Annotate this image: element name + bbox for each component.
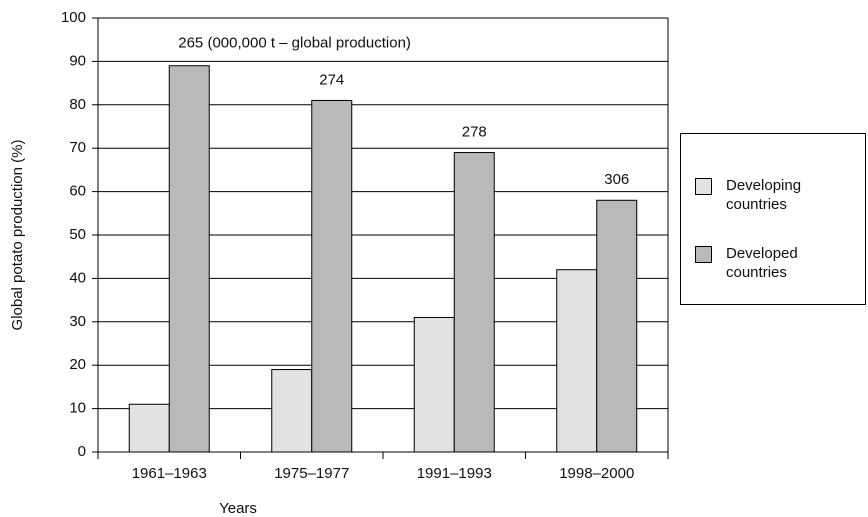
bar bbox=[128, 403, 170, 453]
y-tick-label: 30 bbox=[69, 313, 86, 330]
bar bbox=[413, 316, 455, 453]
bar bbox=[596, 199, 638, 453]
legend-label: Developing countries bbox=[726, 177, 802, 213]
annotation: 265 (000,000 t – global production) bbox=[178, 35, 411, 52]
y-tick-label: 70 bbox=[69, 139, 86, 156]
y-tick-label: 20 bbox=[69, 356, 86, 373]
legend-swatch bbox=[695, 246, 712, 263]
x-tick-label: 1991–1993 bbox=[417, 465, 492, 482]
legend-swatch bbox=[695, 178, 712, 195]
y-tick-label: 10 bbox=[69, 400, 86, 417]
y-tick-label: 60 bbox=[69, 183, 86, 200]
annotation: 278 bbox=[462, 124, 487, 141]
legend-label: Developed countries bbox=[726, 245, 798, 281]
y-axis-label: Global potato production (%) bbox=[9, 140, 26, 331]
y-tick-label: 80 bbox=[69, 96, 86, 113]
y-tick-label: 40 bbox=[69, 269, 86, 286]
y-tick-label: 0 bbox=[78, 443, 86, 460]
y-tick-label: 90 bbox=[69, 52, 86, 69]
legend-item: Developed countries bbox=[695, 244, 846, 282]
y-tick-label: 50 bbox=[69, 226, 86, 243]
bar bbox=[556, 269, 598, 453]
annotation: 274 bbox=[319, 71, 344, 88]
y-tick-label: 100 bbox=[61, 9, 86, 26]
bar bbox=[453, 152, 495, 453]
x-tick-label: 1961–1963 bbox=[132, 465, 207, 482]
bar bbox=[311, 99, 353, 453]
bar bbox=[271, 369, 313, 453]
annotation: 306 bbox=[604, 171, 629, 188]
legend-item: Developing countries bbox=[695, 176, 846, 214]
legend: Developing countries Developed countries bbox=[680, 133, 866, 305]
x-axis-label: Years bbox=[219, 500, 257, 517]
bar bbox=[168, 65, 210, 453]
x-tick-label: 1998–2000 bbox=[559, 465, 634, 482]
x-tick-label: 1975–1977 bbox=[274, 465, 349, 482]
